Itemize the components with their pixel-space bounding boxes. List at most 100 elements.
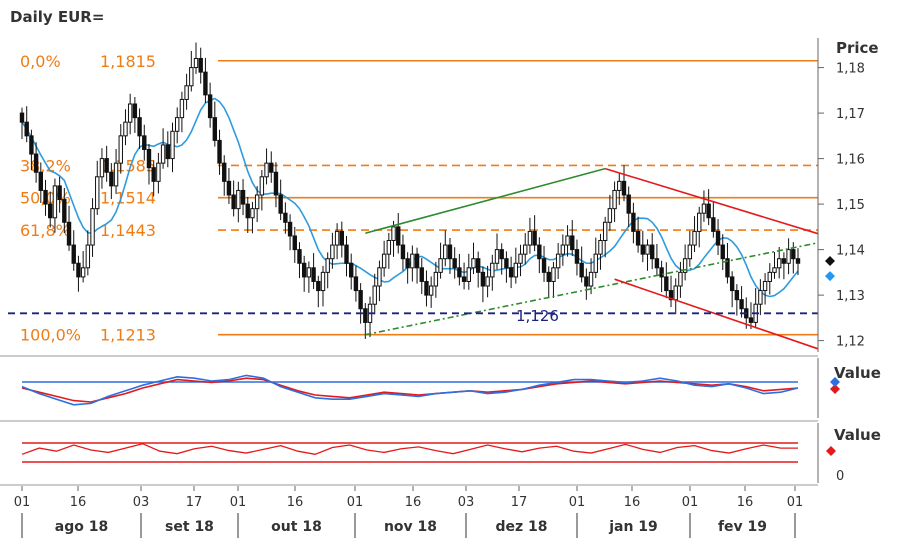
candle-body (471, 258, 476, 269)
fibonacci-pct-label: 38,2% (20, 156, 71, 175)
candle-body (90, 208, 95, 246)
candle-body (33, 153, 39, 173)
oscillator-marker-red (830, 384, 840, 394)
candle-body (687, 244, 693, 260)
candle-body (212, 117, 218, 141)
price-axis-title: Price (836, 39, 879, 57)
candle-body (631, 212, 636, 232)
candle-body (160, 144, 166, 164)
candle-body (137, 117, 142, 137)
x-tick-label: 16 (405, 495, 422, 510)
candle-body (781, 258, 787, 264)
candle-body (659, 267, 664, 278)
moving-average-line (21, 97, 799, 298)
candle-body (236, 189, 241, 210)
candle-body (537, 244, 542, 260)
candle-body (99, 158, 105, 178)
candle-body (113, 162, 119, 187)
candle-body (132, 103, 138, 119)
x-tick-label: 03 (133, 495, 150, 510)
candle-body (405, 258, 410, 269)
candle-body (584, 276, 589, 287)
candle-body (76, 262, 81, 278)
price-tick-label: 1,13 (836, 289, 865, 304)
x-tick-label: 16 (70, 495, 87, 510)
x-axis-ticks: 01 16 03 17 01 16 01 16 03 17 01 16 01 16 01 (14, 486, 804, 510)
candle-body (593, 253, 598, 273)
candle-body (776, 258, 782, 269)
candle-body (499, 249, 504, 260)
candle-body (273, 171, 279, 196)
panel3-axis-title: Value (834, 426, 881, 444)
candle-body (320, 271, 326, 292)
candle-body (269, 162, 274, 173)
x-tick-label: 01 (14, 495, 31, 510)
candle-body (443, 244, 448, 260)
candle-body (66, 221, 72, 246)
candle-body (762, 280, 768, 292)
candle-body (104, 158, 109, 173)
candle-body (560, 244, 566, 255)
candle-body (485, 276, 490, 287)
candle-body (612, 189, 617, 210)
price-tick-label: 1,17 (836, 107, 865, 122)
candle-body (226, 180, 232, 196)
panel3-tick-zero: 0 (836, 469, 844, 484)
candle-body (541, 258, 547, 273)
x-tick-label: 01 (787, 495, 804, 510)
candle-body (513, 262, 519, 278)
moving-average-series (21, 97, 799, 298)
fibonacci-price-label: 1,1213 (100, 326, 156, 345)
candle-body (344, 244, 349, 264)
channel-down-upper (604, 167, 819, 235)
candle-body (292, 235, 297, 251)
candle-body (791, 249, 796, 260)
candle-body (527, 230, 533, 246)
candle-body (311, 267, 316, 282)
candle-body (678, 271, 683, 287)
candle-body (95, 176, 100, 210)
candle-body (588, 271, 594, 287)
candle-body (508, 267, 514, 278)
oscillator-marker-blue (830, 377, 840, 387)
candle-body (306, 267, 312, 278)
candle-body (170, 130, 175, 160)
x-tick-label: 17 (511, 495, 528, 510)
candle-body (602, 221, 608, 242)
last-value-markers (825, 255, 835, 282)
oscillator-series-1 (21, 377, 799, 403)
candle-body (673, 285, 678, 301)
price-tick-label: 1,16 (836, 153, 865, 168)
chart-title: Daily EUR= (10, 8, 104, 26)
candle-body (222, 162, 227, 182)
candle-body (231, 194, 236, 210)
candle-body (414, 253, 420, 269)
candle-body (748, 317, 754, 323)
candle-body (518, 253, 523, 264)
candle-body (377, 267, 382, 287)
candle-body (48, 203, 53, 219)
candle-body (715, 230, 721, 246)
candle-body (189, 67, 194, 87)
candle-body (198, 57, 203, 73)
candle-body (283, 212, 288, 223)
candle-body (570, 235, 575, 251)
x-tick-label: 17 (186, 495, 203, 510)
candlestick-series (19, 42, 801, 339)
candle-body (490, 262, 495, 278)
x-tick-label: 01 (569, 495, 586, 510)
candle-body (734, 290, 740, 301)
candle-body (179, 98, 185, 119)
month-label: fev 19 (718, 519, 767, 535)
candle-body (725, 258, 730, 278)
candle-body (193, 57, 199, 69)
candle-body (424, 280, 429, 296)
candle-body (546, 271, 551, 282)
candle-body (118, 135, 123, 164)
candle-body (339, 230, 345, 246)
candle-body (786, 249, 791, 264)
x-tick-label: 16 (737, 495, 754, 510)
candle-body (626, 194, 631, 214)
candle-body (711, 217, 716, 232)
